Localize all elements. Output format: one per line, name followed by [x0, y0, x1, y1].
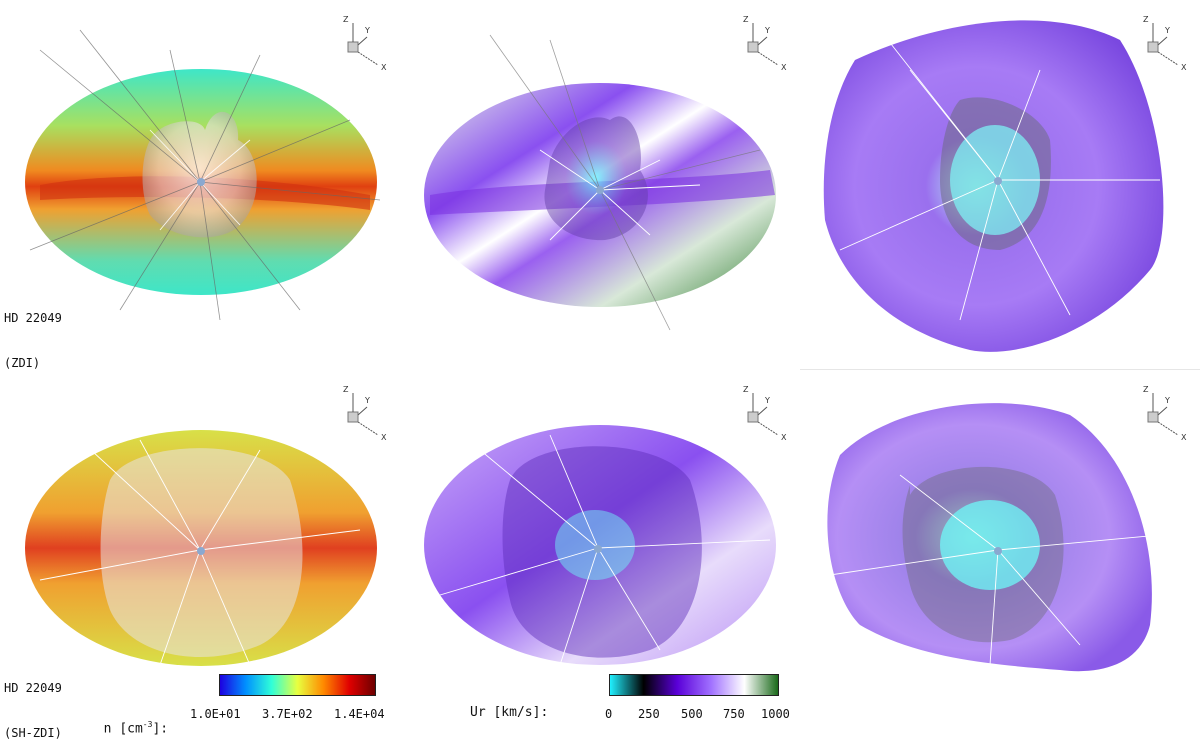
axis-triad: Z Y X — [735, 385, 795, 445]
row-label-shzdi: HD 22049 (SH-ZDI) — [4, 651, 62, 756]
velocity-tick: 250 — [638, 707, 660, 721]
axis-z-label: Z — [1143, 15, 1149, 24]
star-sphere — [994, 177, 1002, 185]
map-type: (SH-ZDI) — [4, 726, 62, 740]
axis-triad: Z Y X — [335, 385, 395, 445]
axis-z-label: Z — [343, 385, 349, 394]
density-tick: 3.7E+02 — [262, 707, 313, 721]
velocity-colorbar-title: Ur [km/s]: — [470, 705, 549, 720]
velocity-tick: 0 — [605, 707, 613, 721]
axis-y-label: Y — [1165, 396, 1170, 405]
axis-y-label: Y — [765, 396, 770, 405]
density-tick: 1.0E+01 — [190, 707, 241, 721]
divider — [800, 369, 1200, 370]
star-sphere — [596, 186, 604, 194]
axis-x-label: X — [381, 433, 387, 442]
axis-triad: Z Y X — [335, 15, 395, 75]
panel-velocity-shzdi — [400, 380, 800, 675]
velocity-zoom-shzdi — [827, 403, 1161, 672]
density-var: n — [103, 721, 112, 737]
axis-triad: Z Y X — [735, 15, 795, 75]
axis-triad: Z Y X — [1135, 15, 1195, 75]
panel-velocity-zoom-zdi — [800, 0, 1200, 365]
axis-x-label: X — [781, 63, 787, 72]
density-tick: 1.4E+04 — [334, 707, 385, 721]
axis-y-label: Y — [765, 26, 770, 35]
axis-x-label: X — [1181, 63, 1187, 72]
velocity-slice-shzdi — [424, 425, 776, 666]
velocity-zoom-zdi — [823, 20, 1164, 352]
axis-z-label: Z — [343, 15, 349, 24]
axis-x-label: X — [1181, 433, 1187, 442]
density-unit: [cm — [119, 721, 143, 737]
velocity-tick: 750 — [723, 707, 745, 721]
panel-velocity-zoom-shzdi — [800, 385, 1200, 680]
velocity-tick: 1000 — [761, 707, 790, 721]
panel-density-shzdi — [0, 380, 400, 675]
panel-velocity-zdi — [400, 10, 800, 350]
axis-y-label: Y — [1165, 26, 1170, 35]
axis-z-label: Z — [1143, 385, 1149, 394]
density-slice-shzdi — [25, 430, 377, 666]
star-sphere — [197, 178, 205, 186]
star-name: HD 22049 — [4, 681, 62, 695]
axis-z-label: Z — [743, 385, 749, 394]
axis-x-label: X — [781, 433, 787, 442]
star-sphere — [594, 545, 602, 553]
map-type: (ZDI) — [4, 356, 41, 370]
density-unit-exp: -3 — [142, 720, 153, 729]
axis-z-label: Z — [743, 15, 749, 24]
star-name: HD 22049 — [4, 311, 62, 325]
density-unit-close: ]: — [152, 721, 169, 737]
star-sphere — [994, 547, 1002, 555]
velocity-tick: 500 — [681, 707, 703, 721]
star-sphere — [197, 547, 205, 555]
row-label-zdi: HD 22049 (ZDI) — [4, 281, 62, 386]
density-colorbar — [219, 674, 376, 696]
panel-density-zdi — [0, 10, 400, 350]
axis-x-label: X — [381, 63, 387, 72]
velocity-colorbar — [609, 674, 779, 696]
density-slice-zdi — [25, 29, 381, 321]
density-colorbar-title: n [cm-3]: — [88, 705, 168, 736]
velocity-slice-zdi — [424, 34, 776, 331]
axis-y-label: Y — [365, 396, 370, 405]
axis-triad: Z Y X — [1135, 385, 1195, 445]
axis-y-label: Y — [365, 26, 370, 35]
